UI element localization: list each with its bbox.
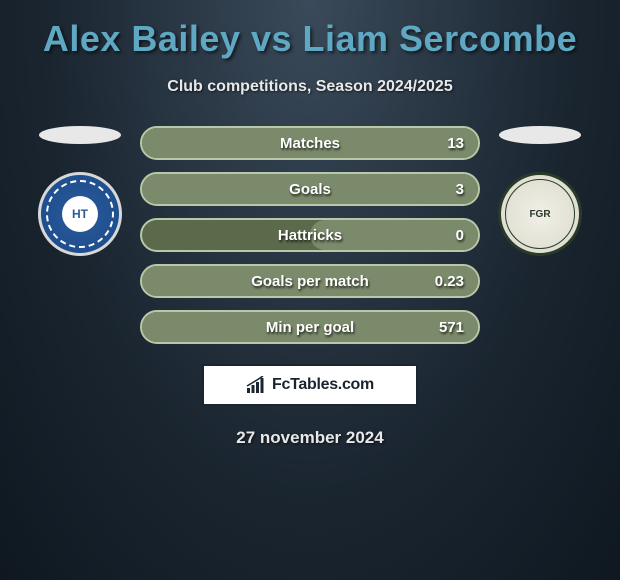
- right-player-ellipse: [499, 126, 581, 144]
- stat-right-value: 0.23: [435, 273, 464, 290]
- stat-label: Hattricks: [278, 227, 342, 244]
- left-team-crest: HT: [38, 172, 122, 256]
- stats-list: Matches 13 Goals 3 Hattricks 0 Goals per match…: [140, 126, 480, 344]
- brand-text: FcTables.com: [272, 376, 374, 394]
- stat-right-value: 0: [456, 227, 464, 244]
- stat-label: Min per goal: [266, 319, 354, 336]
- left-crest-label: HT: [62, 196, 98, 232]
- left-player-ellipse: [39, 126, 121, 144]
- right-crest-label: FGR: [529, 209, 550, 220]
- date-text: 27 november 2024: [0, 428, 620, 448]
- stat-right-value: 3: [456, 181, 464, 198]
- stat-right-value: 13: [447, 135, 464, 152]
- right-team-crest: FGR: [498, 172, 582, 256]
- stat-row: Hattricks 0: [140, 218, 480, 252]
- left-side: HT: [38, 126, 122, 256]
- right-side: FGR: [498, 126, 582, 256]
- stat-label: Goals per match: [251, 273, 369, 290]
- subtitle: Club competitions, Season 2024/2025: [0, 78, 620, 96]
- stat-row: Matches 13: [140, 126, 480, 160]
- chart-icon: [246, 376, 266, 394]
- stat-label: Goals: [289, 181, 331, 198]
- stat-row: Min per goal 571: [140, 310, 480, 344]
- comparison-content: HT Matches 13 Goals 3 Hattricks 0 Goals per ma…: [0, 126, 620, 344]
- stat-row: Goals per match 0.23: [140, 264, 480, 298]
- stat-row: Goals 3: [140, 172, 480, 206]
- brand-box[interactable]: FcTables.com: [202, 364, 418, 406]
- stat-right-value: 571: [439, 319, 464, 336]
- page-title: Alex Bailey vs Liam Sercombe: [0, 0, 620, 60]
- stat-label: Matches: [280, 135, 340, 152]
